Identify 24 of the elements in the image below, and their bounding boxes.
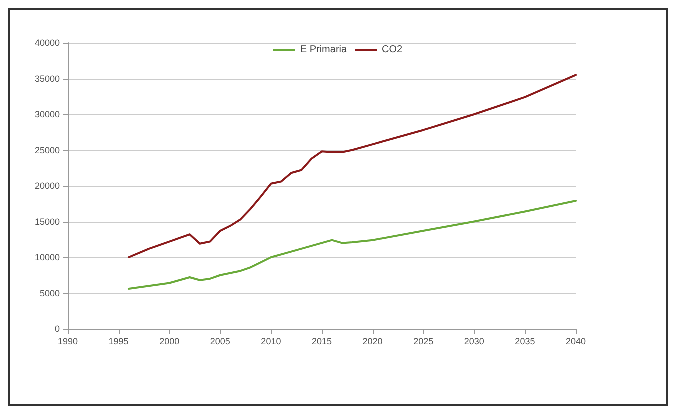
legend-label: E Primaria [300, 44, 348, 56]
x-tick-label: 2040 [566, 336, 586, 346]
x-tick-label: 1990 [58, 336, 78, 346]
legend-label: CO2 [382, 44, 404, 56]
x-tick-label: 2010 [261, 336, 282, 346]
line-series [128, 200, 577, 290]
x-tick-label: 2035 [515, 336, 536, 346]
y-tick-label: 35000 [34, 74, 60, 84]
line-series [128, 74, 577, 258]
x-tick-label: 2030 [464, 336, 484, 346]
y-tick-label: 20000 [34, 181, 60, 191]
x-tick-label: 2015 [312, 336, 332, 346]
x-tick-label: 2020 [362, 336, 383, 346]
y-tick-label: 30000 [34, 110, 60, 120]
y-tick-label: 40000 [34, 38, 60, 48]
x-tick-label: 2025 [414, 336, 434, 346]
y-tick-label: 10000 [34, 252, 60, 262]
y-tick-label: 0 [54, 324, 60, 334]
y-tick-label: 5000 [40, 288, 60, 298]
x-tick-label: 1995 [108, 336, 129, 346]
y-tick-label: 25000 [34, 145, 60, 156]
x-tick-label: 2005 [210, 336, 230, 346]
y-tick-label: 15000 [34, 216, 60, 227]
x-tick-label: 2000 [160, 336, 180, 346]
